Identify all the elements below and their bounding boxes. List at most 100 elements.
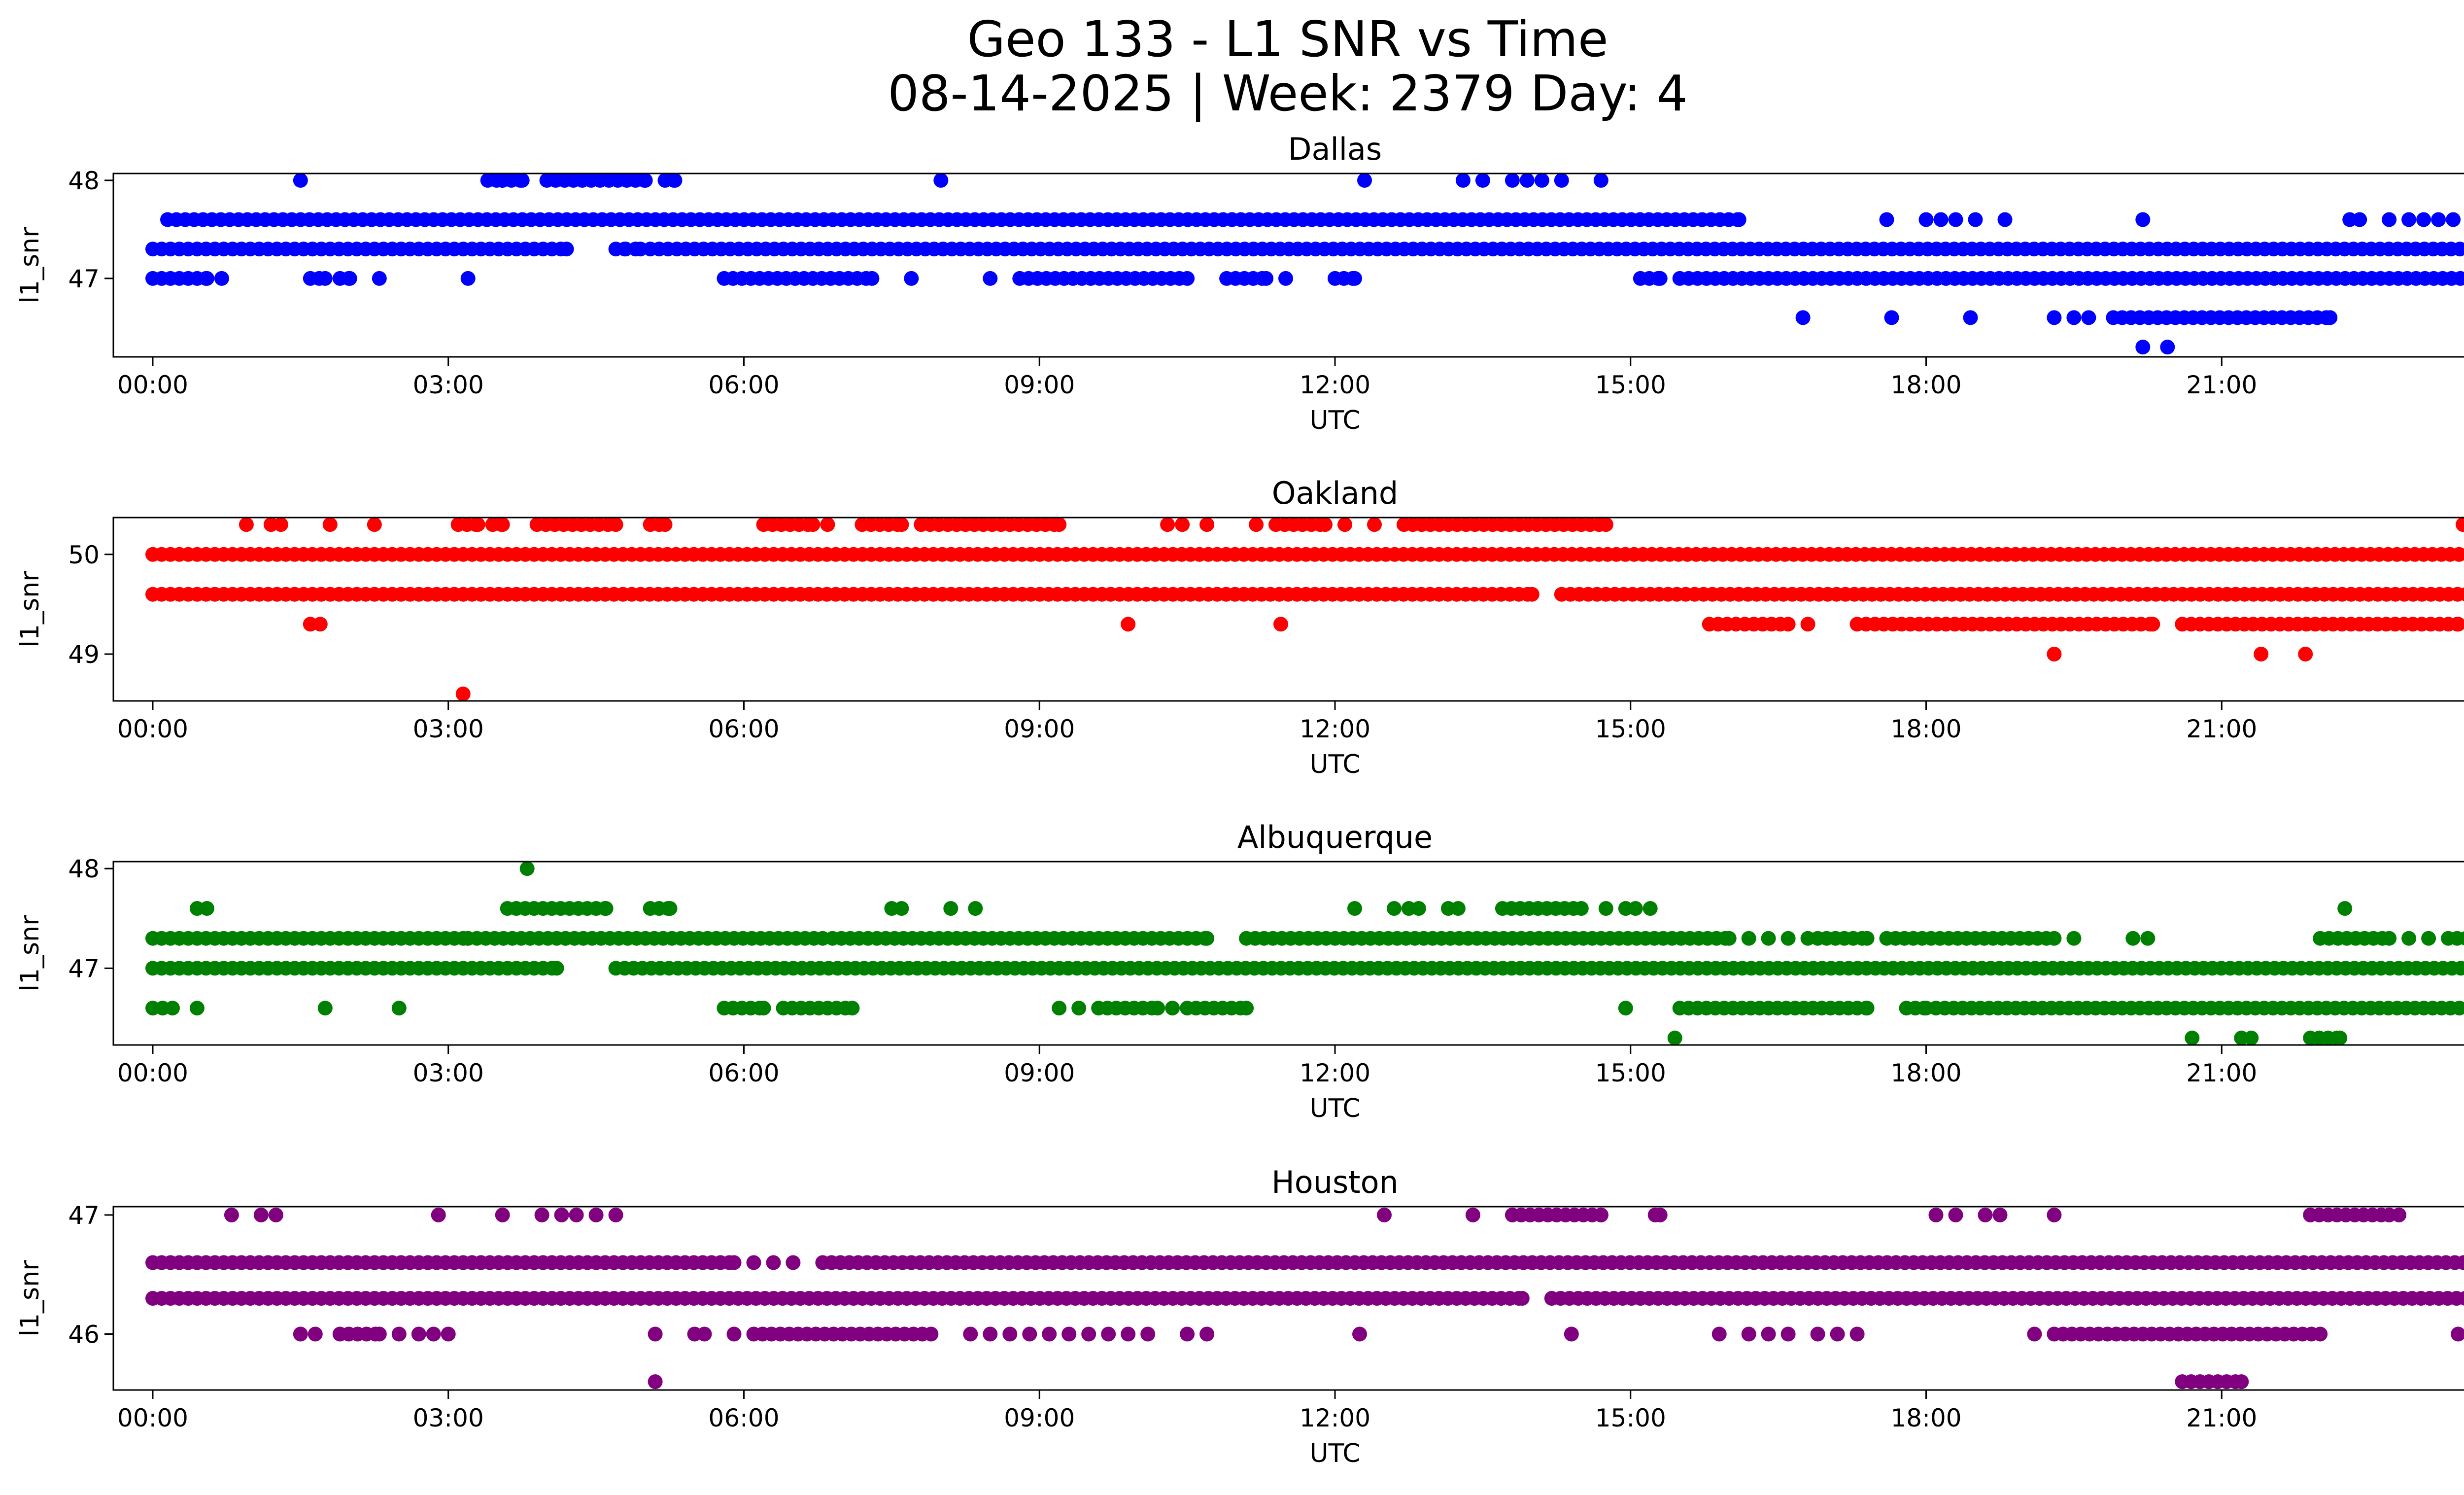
data-point	[318, 271, 333, 286]
data-point	[2446, 212, 2461, 227]
data-point	[2244, 1031, 2259, 1045]
data-point	[2382, 931, 2396, 946]
data-point	[2332, 1031, 2347, 1045]
data-point	[392, 1327, 407, 1342]
y-tick-label: 47	[68, 954, 100, 983]
data-point	[318, 1001, 333, 1015]
data-point	[1574, 901, 1589, 916]
data-point	[2431, 212, 2446, 227]
data-point	[668, 173, 683, 188]
data-point	[894, 901, 909, 916]
y-tick-label: 48	[68, 167, 100, 195]
data-point	[2254, 647, 2268, 661]
data-point	[214, 271, 229, 286]
data-point	[1071, 1001, 1086, 1015]
subplot-oakland: Oakland00:00 03:00 06:00 09:00 12:00 15:00 18:…	[15, 475, 2464, 779]
data-point	[1781, 617, 1796, 631]
data-point	[342, 271, 357, 286]
data-point	[1456, 173, 1471, 188]
x-axis-label: UTC	[1309, 1094, 1360, 1123]
y-tick-label: 47	[68, 265, 100, 293]
data-points	[145, 1208, 2464, 1389]
data-point	[1175, 517, 1190, 532]
data-point	[2323, 310, 2337, 325]
data-point	[609, 517, 623, 532]
data-point	[1160, 517, 1175, 532]
data-point	[1520, 173, 1535, 188]
x-tick-label: 21:00	[2186, 715, 2257, 743]
data-point	[1884, 310, 1899, 325]
x-tick-label: 09:00	[1004, 1059, 1075, 1087]
data-points	[145, 173, 2464, 354]
data-point	[1352, 1327, 1367, 1342]
data-point	[933, 173, 948, 188]
data-point	[2125, 931, 2140, 946]
data-point	[549, 961, 564, 975]
data-point	[269, 1208, 283, 1222]
data-point	[1199, 517, 1214, 532]
x-tick-label: 18:00	[1890, 1059, 1961, 1087]
data-point	[1732, 212, 1746, 227]
data-point	[845, 1001, 859, 1015]
data-point	[1367, 517, 1382, 532]
data-point	[1180, 1327, 1195, 1342]
x-tick-label: 00:00	[117, 371, 188, 399]
x-tick-label: 09:00	[1004, 371, 1075, 399]
data-point	[2234, 1374, 2249, 1389]
data-point	[1357, 173, 1372, 188]
data-point	[308, 1327, 323, 1342]
data-point	[471, 517, 485, 532]
data-point	[1505, 173, 1520, 188]
data-point	[1554, 173, 1569, 188]
y-tick-label: 46	[68, 1320, 100, 1349]
data-point	[1668, 1031, 1682, 1045]
y-tick-label: 50	[68, 541, 100, 569]
x-tick-label: 21:00	[2186, 1059, 2257, 1087]
subplots: Dallas00:00 03:00 06:00 09:00 12:00 15:00 18:0…	[0, 0, 2464, 1495]
data-point	[648, 1327, 663, 1342]
data-point	[392, 1001, 407, 1015]
data-point	[727, 1327, 742, 1342]
data-point	[1042, 1327, 1057, 1342]
data-point	[1022, 1327, 1037, 1342]
data-point	[441, 1327, 456, 1342]
subplot-title: Oakland	[1272, 475, 1399, 511]
data-point	[165, 1001, 180, 1015]
x-axis-label: UTC	[1309, 750, 1360, 779]
data-point	[1594, 1208, 1608, 1222]
data-point	[2066, 310, 2081, 325]
data-point	[1599, 901, 1613, 916]
data-point	[1259, 271, 1273, 286]
data-point	[535, 1208, 549, 1222]
data-point	[495, 1208, 510, 1222]
data-point	[2185, 1031, 2199, 1045]
data-point	[756, 1001, 771, 1015]
data-point	[968, 901, 983, 916]
data-point	[554, 1208, 569, 1222]
y-axis-label: l1_snr	[15, 915, 45, 992]
data-point	[1742, 931, 1756, 946]
data-point	[1998, 212, 2013, 227]
x-tick-label: 09:00	[1004, 715, 1075, 743]
x-tick-label: 06:00	[708, 715, 779, 743]
subplot-title: Houston	[1271, 1164, 1399, 1200]
data-point	[456, 687, 471, 701]
data-point	[1337, 517, 1352, 532]
data-point	[1712, 1327, 1727, 1342]
y-tick-label: 49	[68, 640, 100, 669]
data-point	[1628, 901, 1643, 916]
data-point	[1140, 1327, 1155, 1342]
data-point	[2298, 647, 2313, 661]
data-point	[924, 1327, 938, 1342]
data-point	[609, 1208, 623, 1222]
data-point	[2401, 212, 2416, 227]
data-point	[2382, 212, 2396, 227]
data-point	[727, 1255, 742, 1270]
x-tick-label: 18:00	[1890, 715, 1961, 743]
x-tick-label: 15:00	[1595, 1404, 1666, 1432]
data-point	[2421, 931, 2436, 946]
data-point	[983, 271, 997, 286]
data-point	[1180, 271, 1195, 286]
data-point	[2027, 1327, 2042, 1342]
data-point	[1475, 173, 1490, 188]
